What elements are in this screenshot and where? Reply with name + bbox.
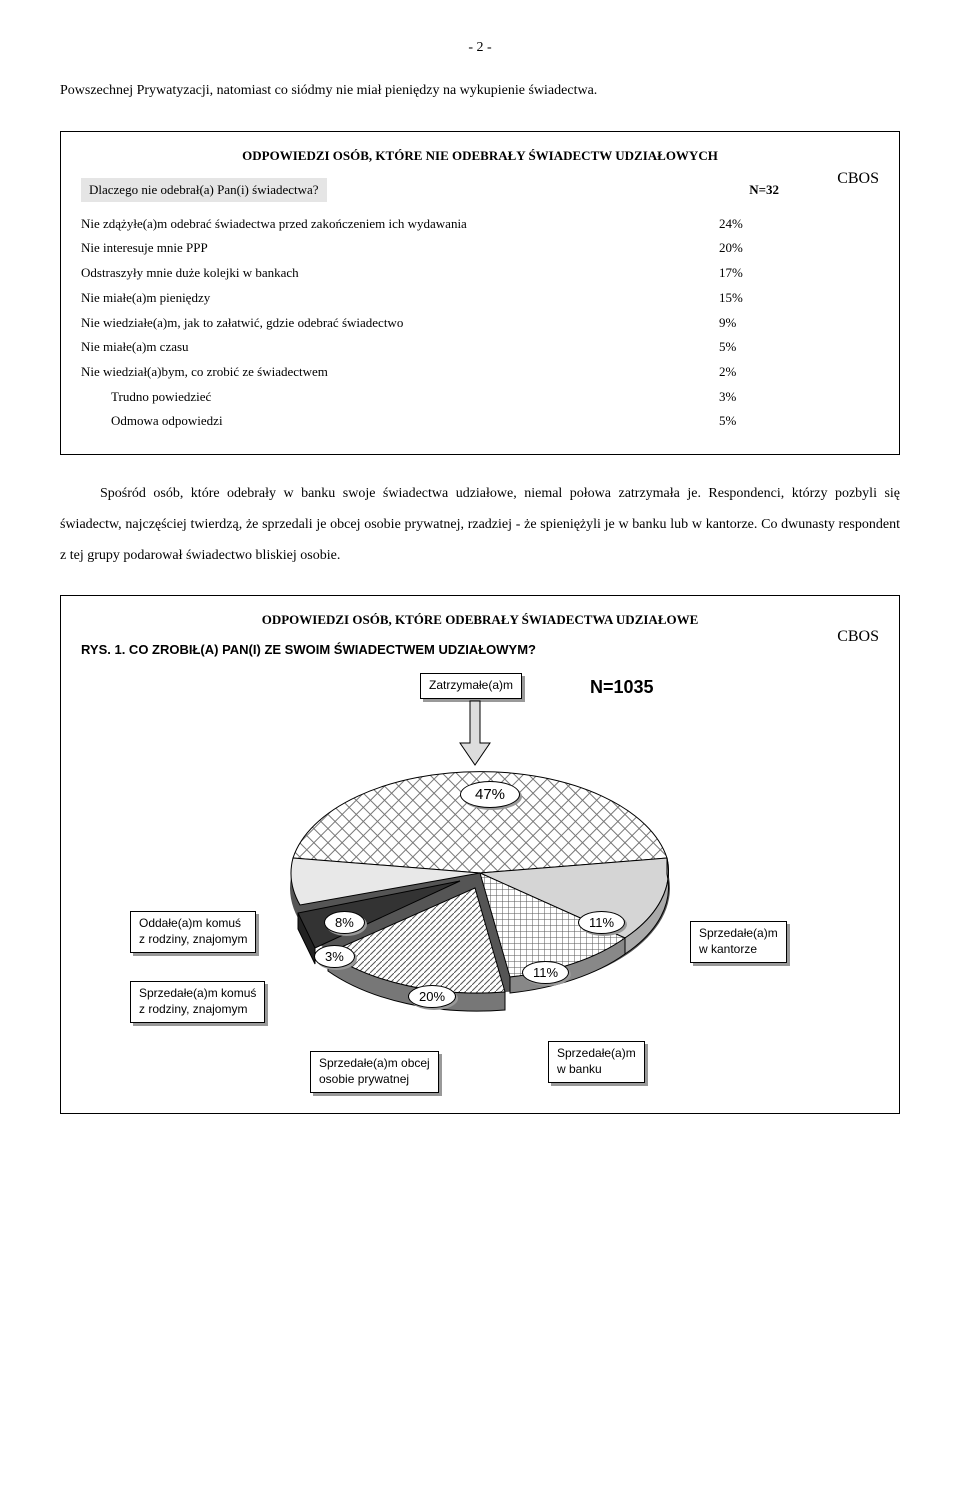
table-row: Nie wiedziałe(a)m, jak to załatwić, gdzi…	[81, 311, 879, 336]
row-value: 17%	[719, 261, 779, 286]
row-label: Nie zdążyłe(a)m odebrać świadectwa przed…	[81, 212, 719, 237]
response-table: Nie zdążyłe(a)m odebrać świadectwa przed…	[81, 212, 879, 434]
table-row: Odmowa odpowiedzi5%	[81, 409, 879, 434]
table-row: Odstraszyły mnie duże kolejki w bankach1…	[81, 261, 879, 286]
row-value: 2%	[719, 360, 779, 385]
row-value: 20%	[719, 236, 779, 261]
cbos-label-1: CBOS	[837, 170, 879, 188]
row-label: Odstraszyły mnie duże kolejki w bankach	[81, 261, 719, 286]
table-row: Trudno powiedzieć3%	[81, 385, 879, 410]
row-label: Nie miałe(a)m pieniędzy	[81, 286, 719, 311]
row-label: Nie interesuje mnie PPP	[81, 236, 719, 261]
row-label: Nie wiedziałe(a)m, jak to załatwić, gdzi…	[81, 311, 719, 336]
table-box: ODPOWIEDZI OSÓB, KTÓRE NIE ODEBRAŁY ŚWIA…	[60, 131, 900, 455]
pie-svg	[130, 673, 830, 1093]
chart-title: RYS. 1. CO ZROBIŁ(A) PAN(I) ZE SWOIM ŚWI…	[81, 642, 879, 657]
box2-heading: ODPOWIEDZI OSÓB, KTÓRE ODEBRAŁY ŚWIADECT…	[81, 612, 879, 628]
row-value: 15%	[719, 286, 779, 311]
callout-sprzed-obcej: Sprzedałe(a)m obcej osobie prywatnej	[310, 1051, 439, 1092]
row-label: Nie miałe(a)m czasu	[81, 335, 719, 360]
table-row: Nie miałe(a)m czasu5%	[81, 335, 879, 360]
table-row: Nie miałe(a)m pieniędzy15%	[81, 286, 879, 311]
callout-sprzed-banku: Sprzedałe(a)m w banku	[548, 1041, 645, 1082]
row-label: Nie wiedział(a)bym, co zrobić ze świadec…	[81, 360, 719, 385]
callout-sprzed-kantor: Sprzedałe(a)m w kantorze	[690, 921, 787, 962]
callout-sprzed-rodz: Sprzedałe(a)m komuś z rodziny, znajomym	[130, 981, 265, 1022]
row-value: 5%	[719, 335, 779, 360]
question-text: Dlaczego nie odebrał(a) Pan(i) świadectw…	[81, 178, 327, 202]
table-row: Nie wiedział(a)bym, co zrobić ze świadec…	[81, 360, 879, 385]
row-value: 5%	[719, 409, 779, 434]
pie-chart: Zatrzymałe(a)m N=1035	[130, 673, 830, 1093]
row-label: Trudno powiedzieć	[81, 385, 719, 410]
table-row: Nie zdążyłe(a)m odebrać świadectwa przed…	[81, 212, 879, 237]
n-value: N=32	[749, 182, 779, 198]
intro-paragraph: Powszechnej Prywatyzacji, natomiast co s…	[60, 76, 900, 107]
callout-oddalem: Oddałe(a)m komuś z rodziny, znajomym	[130, 911, 256, 952]
cbos-label-2: CBOS	[837, 628, 879, 646]
body-paragraph: Spośród osób, które odebrały w banku swo…	[60, 479, 900, 571]
table-row: Nie interesuje mnie PPP20%	[81, 236, 879, 261]
box1-heading: ODPOWIEDZI OSÓB, KTÓRE NIE ODEBRAŁY ŚWIA…	[81, 148, 879, 164]
row-value: 3%	[719, 385, 779, 410]
page-number: - 2 -	[60, 40, 900, 56]
row-value: 9%	[719, 311, 779, 336]
row-label: Odmowa odpowiedzi	[81, 409, 719, 434]
chart-box: ODPOWIEDZI OSÓB, KTÓRE ODEBRAŁY ŚWIADECT…	[60, 595, 900, 1114]
row-value: 24%	[719, 212, 779, 237]
